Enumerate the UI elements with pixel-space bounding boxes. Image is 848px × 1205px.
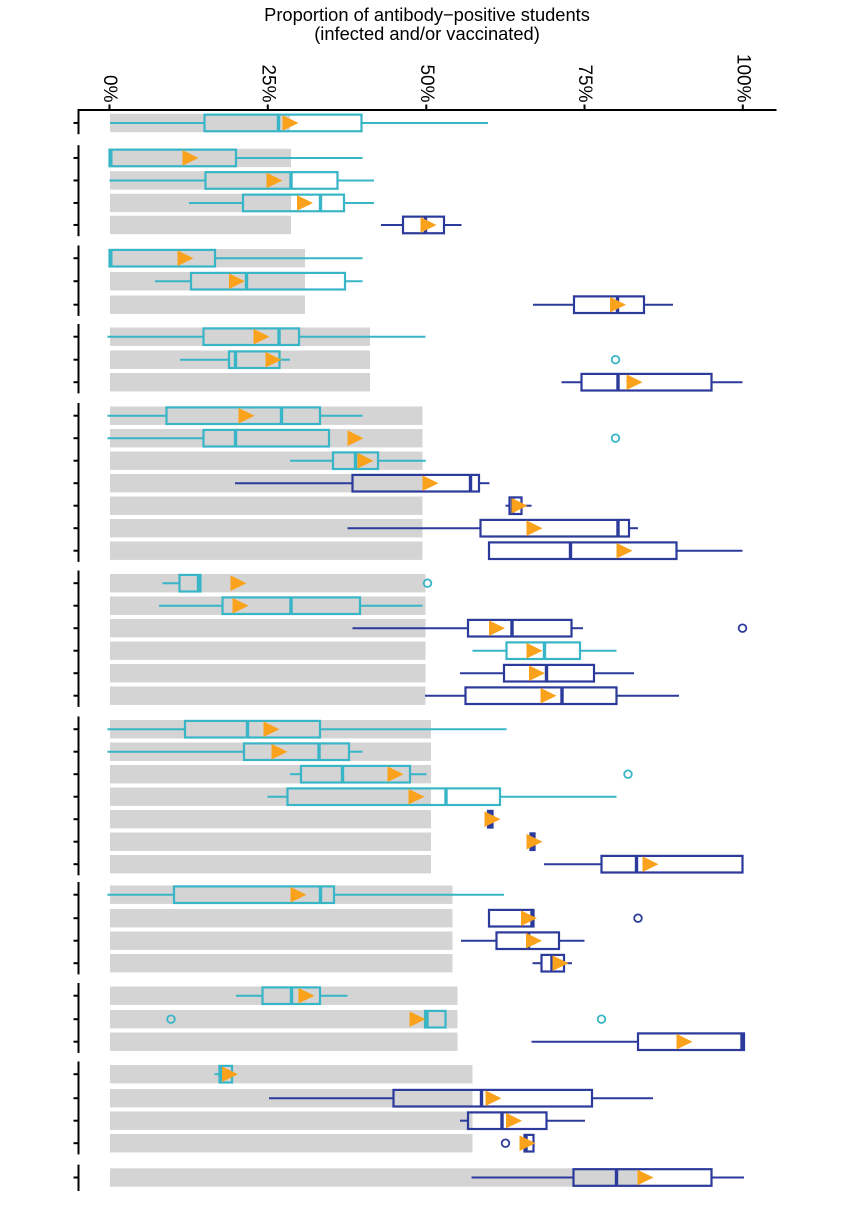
svg-text:Proportion of antibody−positiv: Proportion of antibody−positive students <box>264 4 590 25</box>
svg-text:25%: 25% <box>257 64 278 102</box>
svg-text:(infected and/or vaccinated): (infected and/or vaccinated) <box>314 23 540 44</box>
svg-text:100%: 100% <box>732 54 753 103</box>
svg-text:50%: 50% <box>416 64 437 102</box>
svg-text:0%: 0% <box>99 75 120 103</box>
svg-text:75%: 75% <box>574 64 595 102</box>
